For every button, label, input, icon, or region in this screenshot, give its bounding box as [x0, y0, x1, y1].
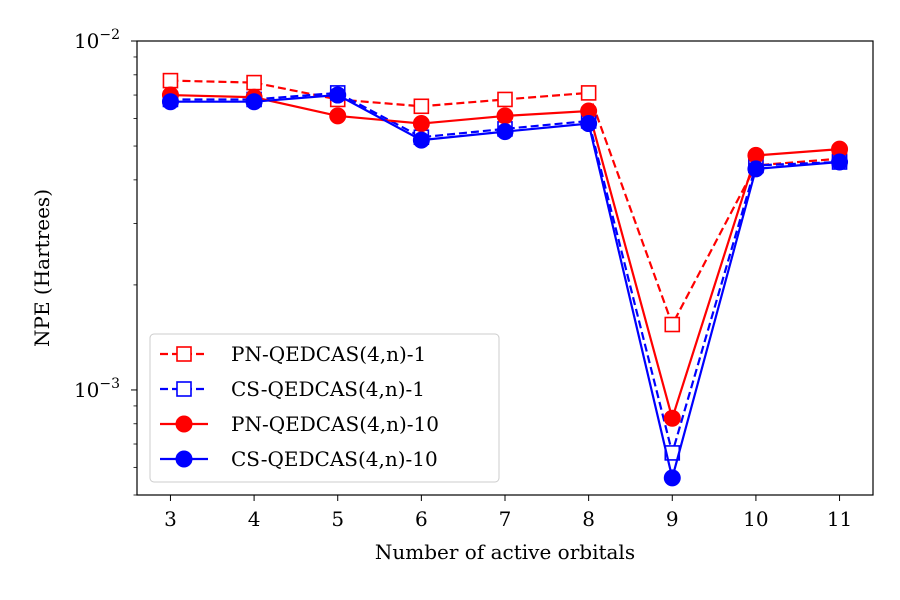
data-point	[329, 86, 347, 104]
series-4	[161, 86, 849, 487]
x-tick-label: 10	[743, 507, 768, 531]
legend-item: PN-QEDCAS(4,n)-1	[160, 342, 426, 366]
legend-item: CS-QEDCAS(4,n)-10	[160, 447, 438, 471]
data-point	[496, 123, 514, 141]
legend-label: CS-QEDCAS(4,n)-1	[231, 377, 425, 401]
legend-label: PN-QEDCAS(4,n)-10	[231, 412, 439, 436]
data-point	[162, 72, 179, 89]
data-point	[663, 409, 681, 427]
legend-item: PN-QEDCAS(4,n)-10	[160, 412, 439, 436]
x-tick-label: 7	[499, 507, 512, 531]
x-axis: 3 4 5 6 7 8 9 10 11	[164, 495, 852, 531]
x-tick-label: 6	[415, 507, 428, 531]
x-tick-label: 4	[248, 507, 261, 531]
data-point	[831, 153, 849, 171]
data-point	[496, 107, 514, 125]
data-point	[747, 160, 765, 178]
y-tick-label: 10−2	[74, 27, 120, 53]
legend: PN-QEDCAS(4,n)-1 CS-QEDCAS(4,n)-1 PN-QEDCA…	[149, 333, 500, 483]
series-layer	[161, 72, 849, 487]
data-point	[497, 91, 513, 108]
data-point	[664, 316, 681, 333]
data-point	[580, 115, 598, 133]
legend-marker	[175, 415, 193, 433]
x-tick-label: 5	[331, 507, 344, 531]
data-point	[663, 469, 681, 487]
y-tick-label: 10−3	[74, 376, 120, 402]
legend-box	[149, 333, 500, 483]
series-line	[170, 91, 840, 458]
x-tick-label: 11	[827, 507, 852, 531]
x-tick-label: 8	[582, 507, 595, 531]
y-axis: 10−3 10−2	[74, 27, 137, 496]
y-axis-label: NPE (Hartrees)	[30, 189, 54, 347]
legend-marker	[176, 346, 192, 362]
x-tick-label: 3	[164, 507, 177, 531]
legend-label: CS-QEDCAS(4,n)-10	[231, 447, 438, 471]
legend-label: PN-QEDCAS(4,n)-1	[231, 342, 426, 366]
data-point	[412, 115, 430, 133]
data-point	[161, 93, 179, 111]
data-point	[412, 131, 430, 149]
legend-item: CS-QEDCAS(4,n)-1	[160, 377, 425, 401]
x-axis-label: Number of active orbitals	[375, 540, 635, 564]
data-point	[329, 107, 347, 125]
legend-marker	[176, 381, 192, 397]
data-point	[246, 74, 262, 91]
data-point	[413, 98, 430, 115]
data-point	[580, 85, 597, 101]
legend-marker	[175, 450, 193, 468]
data-point	[245, 93, 263, 111]
x-tick-label: 9	[666, 507, 679, 531]
